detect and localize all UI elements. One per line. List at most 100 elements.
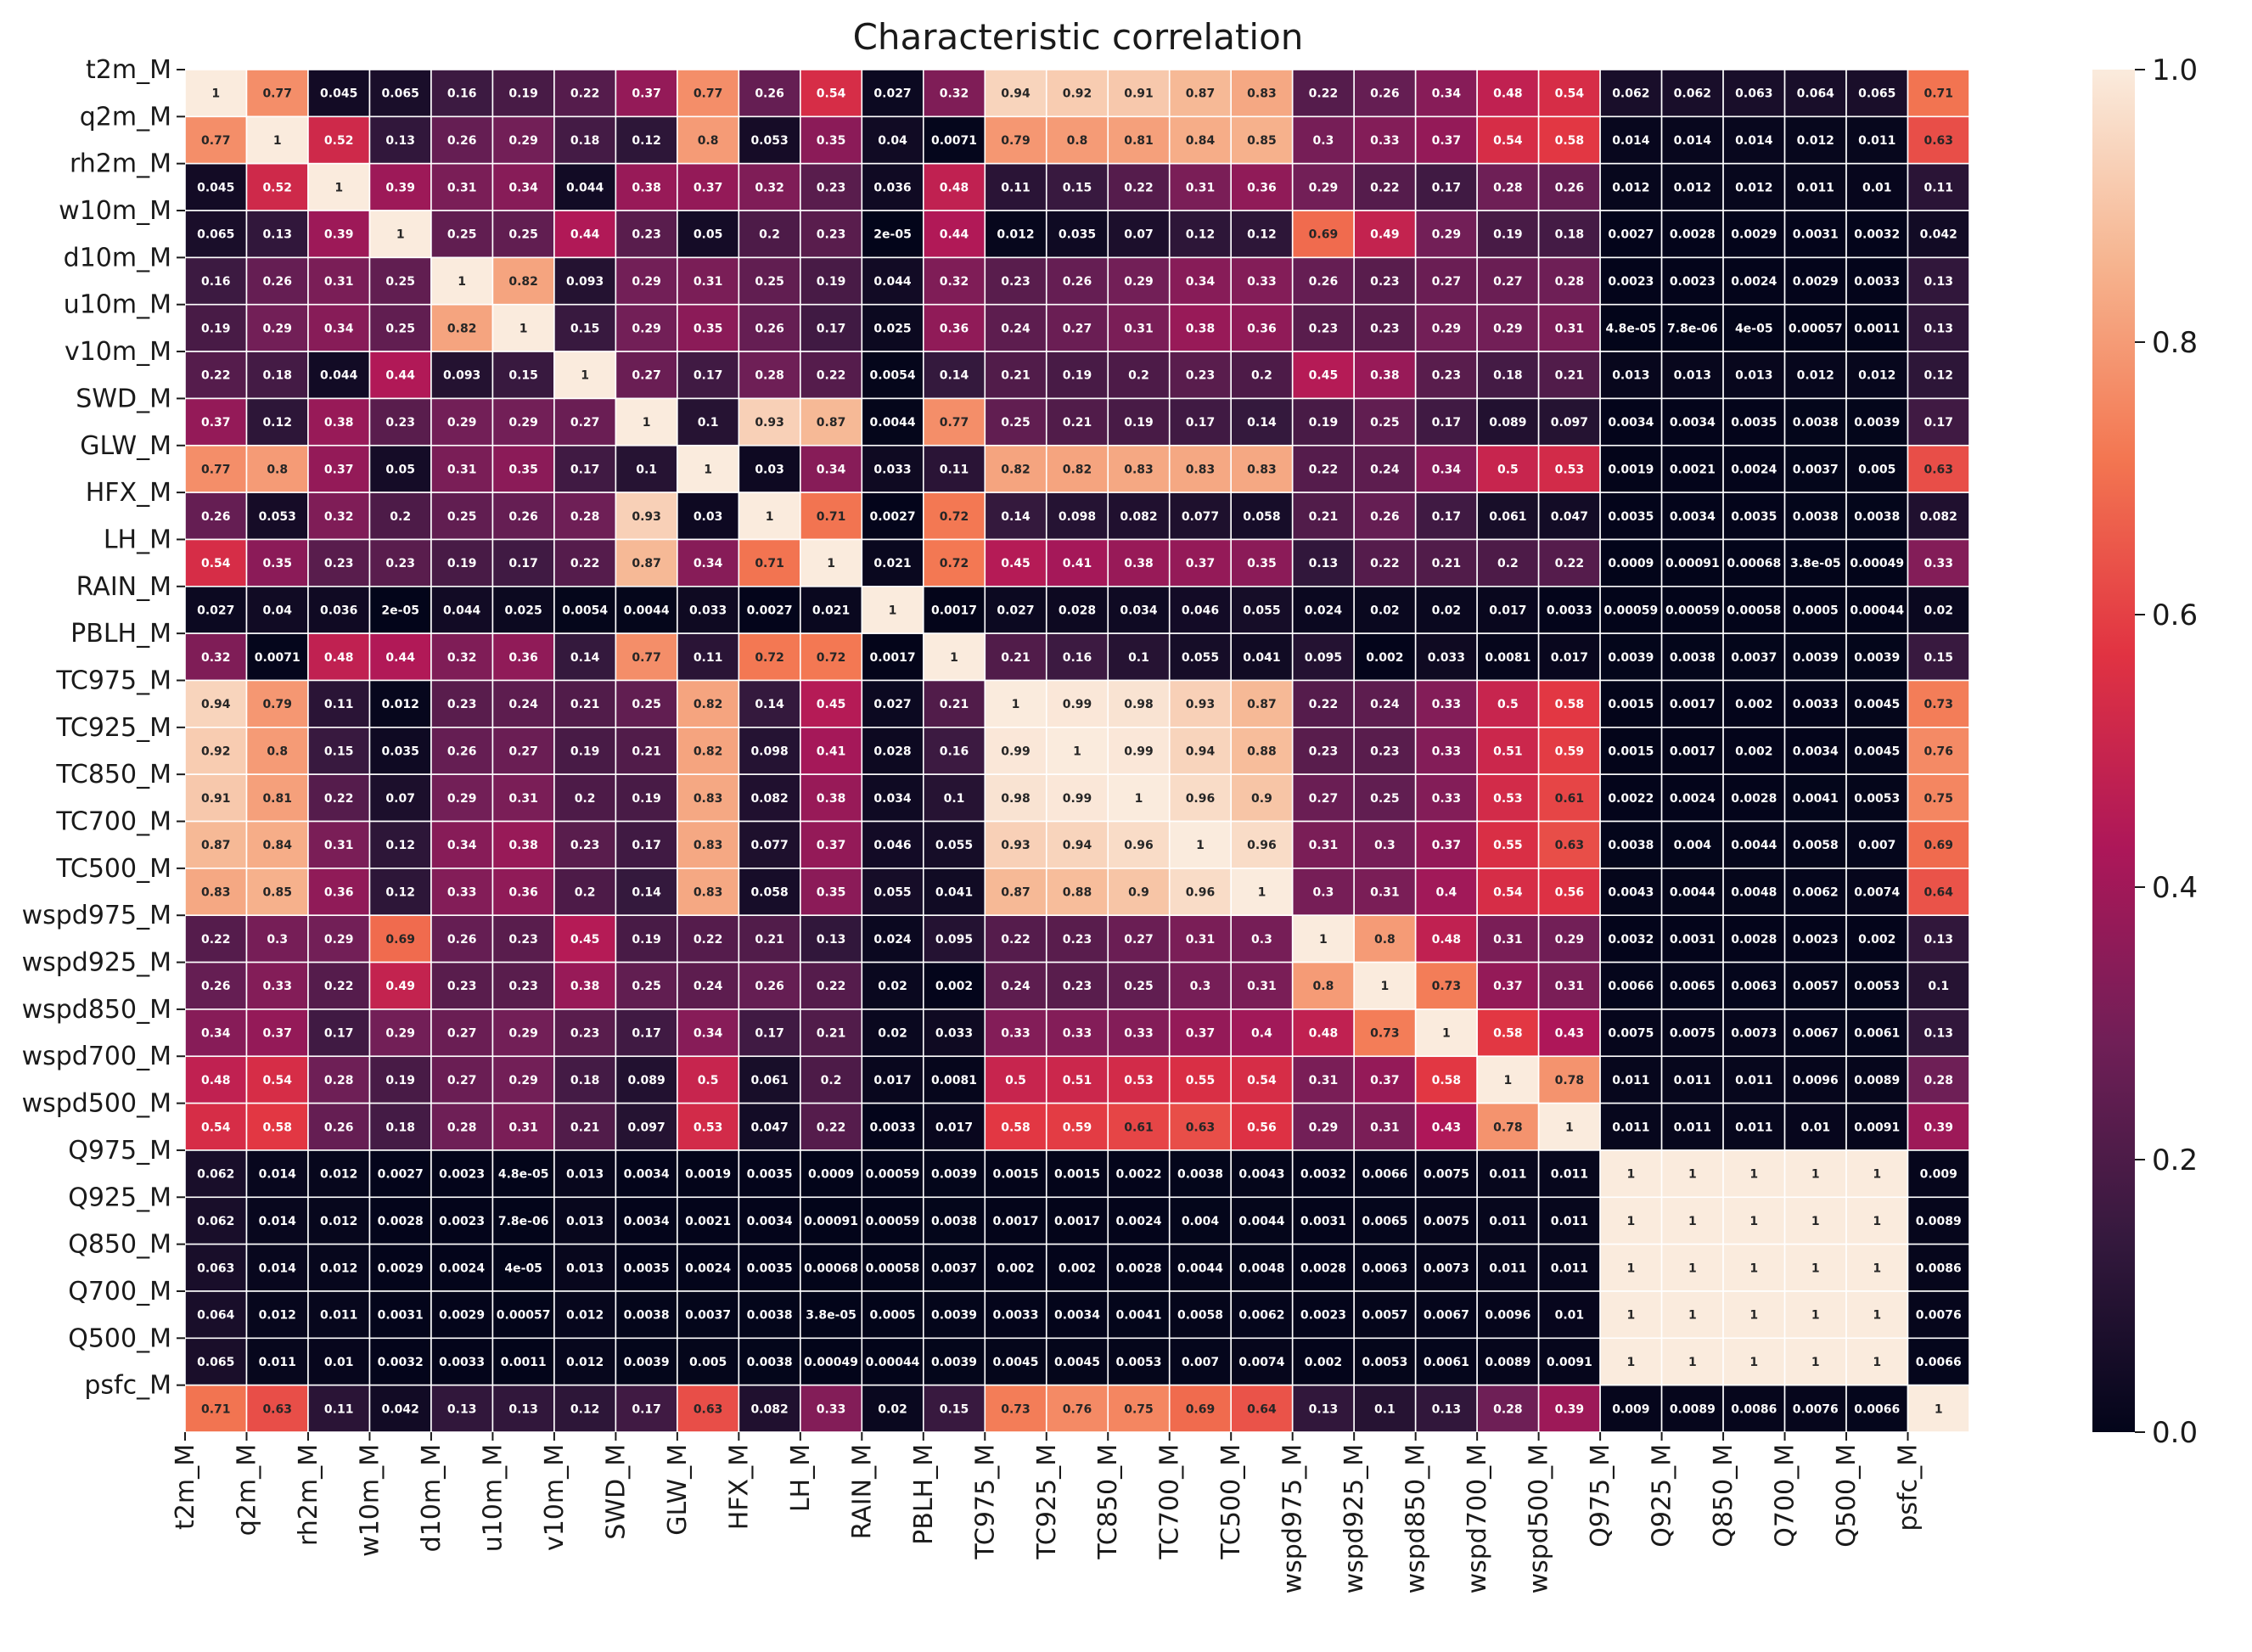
cell-value-label: 0.1 [636,463,657,476]
heatmap-cell [307,679,371,728]
cell-value-label: 0.93 [1001,839,1031,852]
cell-value-label: 0.011 [1674,1121,1711,1134]
cell-value-label: 0.91 [201,792,231,806]
cell-value-label: 0.22 [570,87,600,101]
heatmap-cell [184,727,248,775]
cell-value-label: 0.11 [1001,181,1031,194]
cell-value-label: 0.0024 [1731,463,1777,476]
cell-value-label: 0.064 [1797,87,1835,101]
cell-value-label: 1 [1688,1356,1697,1369]
cell-value-label: 0.2 [390,510,411,524]
heatmap-cell [1045,632,1109,682]
cell-value-label: 1 [1626,1356,1635,1369]
heatmap-cell [1107,69,1171,118]
cell-value-label: 0.2 [821,1074,842,1087]
cell-value-label: 0.14 [755,698,784,711]
heatmap-cell [1783,444,1847,493]
cell-value-label: 0.33 [1923,557,1953,570]
heatmap-cell [368,585,432,634]
cell-value-label: 0.85 [262,886,292,900]
heatmap-cell [1230,538,1294,587]
column-tick-label: wspd975_M [1278,1444,1308,1593]
cell-value-label: 0.013 [566,1168,604,1182]
cell-value-label: 0.76 [1063,1402,1092,1416]
cell-value-label: 0.63 [1186,1121,1216,1134]
heatmap-cell [1845,444,1909,493]
row-tick-label: TC700_M [55,807,171,837]
heatmap-cell [307,444,371,493]
cell-value-label: 0.8 [1374,933,1396,947]
cell-value-label: 0.26 [755,87,784,101]
heatmap-cell [800,210,863,259]
heatmap-cell [368,256,432,306]
cell-value-label: 0.19 [632,792,661,806]
cell-value-label: 0.0073 [1731,1027,1777,1041]
cell-value-label: 0.017 [1551,651,1588,665]
heatmap-cell [1291,444,1355,493]
heatmap-cell [1907,303,1970,352]
cell-value-label: 0.011 [1489,1215,1526,1228]
heatmap-cell [245,210,309,259]
cell-value-label: 0.0038 [1793,416,1839,430]
cell-value-label: 0.8 [698,134,719,148]
column-tick-label: Q975_M [1586,1444,1615,1548]
cell-value-label: 0.18 [1555,228,1585,242]
column-tick-label: TC925_M [1032,1444,1062,1560]
heatmap-cell [922,632,986,682]
cell-value-label: 0.0039 [624,1356,670,1369]
cell-value-label: 0.77 [694,87,723,101]
cell-value-label: 4.8e-05 [1606,322,1657,335]
heatmap-cell [307,162,371,211]
cell-value-label: 0.00044 [866,1356,920,1369]
cell-value-label: 0.013 [1674,369,1711,383]
cell-value-label: 0.31 [1493,933,1523,947]
cell-value-label: 0.38 [324,416,354,430]
cell-value-label: 0.11 [940,463,969,476]
cell-value-label: 0.002 [1366,651,1403,665]
heatmap-cell [491,303,555,352]
cell-value-label: 0.69 [1309,228,1339,242]
heatmap-cell [1660,351,1724,400]
cell-value-label: 0.83 [1186,463,1216,476]
cell-value-label: 0.007 [1858,839,1895,852]
cell-value-label: 0.0038 [931,1215,977,1228]
cell-value-label: 0.01 [1862,181,1892,194]
cell-value-label: 0.0037 [1731,651,1777,665]
cell-value-label: 0.0057 [1362,1309,1407,1323]
cell-value-label: 0.29 [1432,228,1462,242]
cell-value-label: 0.94 [1186,745,1216,759]
row-tick-label: Q975_M [68,1136,171,1166]
cell-value-label: 0.1 [1374,1402,1396,1416]
cell-value-label: 0.0037 [931,1261,977,1275]
cell-value-label: 0.45 [570,933,600,947]
cell-value-label: 0.002 [1059,1261,1096,1275]
heatmap-cell [738,727,801,775]
cell-value-label: 0.04 [262,604,292,617]
cell-value-label: 0.063 [1735,87,1772,101]
heatmap-cell [615,538,678,587]
cell-value-label: 0.26 [447,933,477,947]
cell-value-label: 0.0039 [931,1309,977,1323]
cell-value-label: 0.0031 [1670,933,1716,947]
cell-value-label: 0.48 [940,181,969,194]
cell-value-label: 0.22 [1124,181,1154,194]
heatmap-cell [307,773,371,823]
cell-value-label: 0.35 [694,322,723,335]
cell-value-label: 1 [766,510,774,524]
cell-value-label: 0.58 [1555,134,1585,148]
heatmap-cell [1783,397,1847,447]
cell-value-label: 0.26 [201,980,231,993]
cell-value-label: 0.17 [1432,416,1462,430]
heatmap-cell [861,256,924,306]
cell-value-label: 0.044 [320,369,358,383]
cell-value-label: 0.12 [385,886,415,900]
cell-value-label: 0.0019 [1608,463,1654,476]
cell-value-label: 0.43 [1432,1121,1462,1134]
cell-value-label: 0.044 [566,181,604,194]
cell-value-label: 0.22 [1309,463,1339,476]
cell-value-label: 0.00049 [1850,557,1904,570]
cell-value-label: 0.58 [1001,1121,1031,1134]
cell-value-label: 0.02 [1923,604,1953,617]
cell-value-label: 0.0017 [1054,1215,1100,1228]
